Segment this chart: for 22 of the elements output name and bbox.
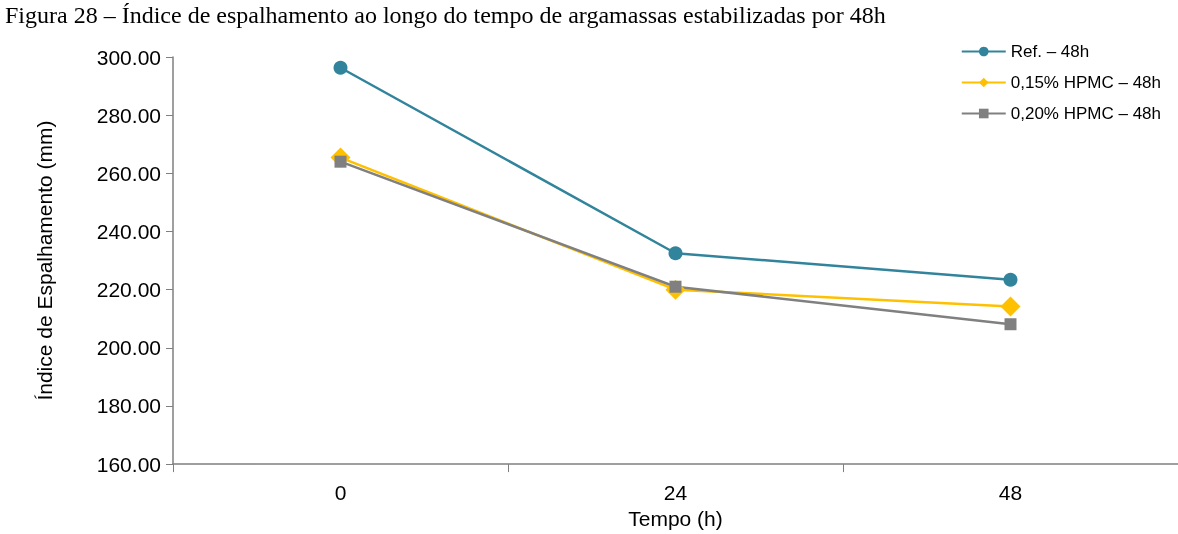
- legend-label: Ref. – 48h: [1010, 42, 1090, 61]
- y-tick-label: 160.00: [96, 452, 161, 476]
- point: [333, 60, 348, 75]
- point: [1000, 296, 1021, 317]
- x-tick-label: 24: [663, 481, 688, 505]
- legend-label: 0,20% HPMC – 48h: [1010, 104, 1162, 123]
- x-tick-label: 48: [998, 481, 1023, 505]
- x-axis-title: Tempo (h): [628, 507, 723, 530]
- x-tick-label: 0: [334, 481, 347, 505]
- y-axis-title: Índice de Espalhamento (mm): [33, 120, 56, 401]
- y-tick-label: 300.00: [96, 45, 161, 69]
- y-tick-label: 220.00: [96, 278, 161, 302]
- point: [1003, 272, 1018, 287]
- y-tick-label: 280.00: [96, 103, 161, 127]
- point: [668, 246, 683, 261]
- legend-label: 0,15% HPMC – 48h: [1010, 73, 1162, 92]
- y-tick-label: 200.00: [96, 336, 161, 360]
- chart-title: Figura 28 – Índice de espalhamento ao longo do tempo de argamassas estabilizadas por 48h: [5, 2, 886, 28]
- y-tick-label: 240.00: [96, 219, 161, 243]
- y-tick-label: 260.00: [96, 161, 161, 185]
- y-tick-label: 180.00: [96, 394, 161, 418]
- point: [1004, 318, 1017, 331]
